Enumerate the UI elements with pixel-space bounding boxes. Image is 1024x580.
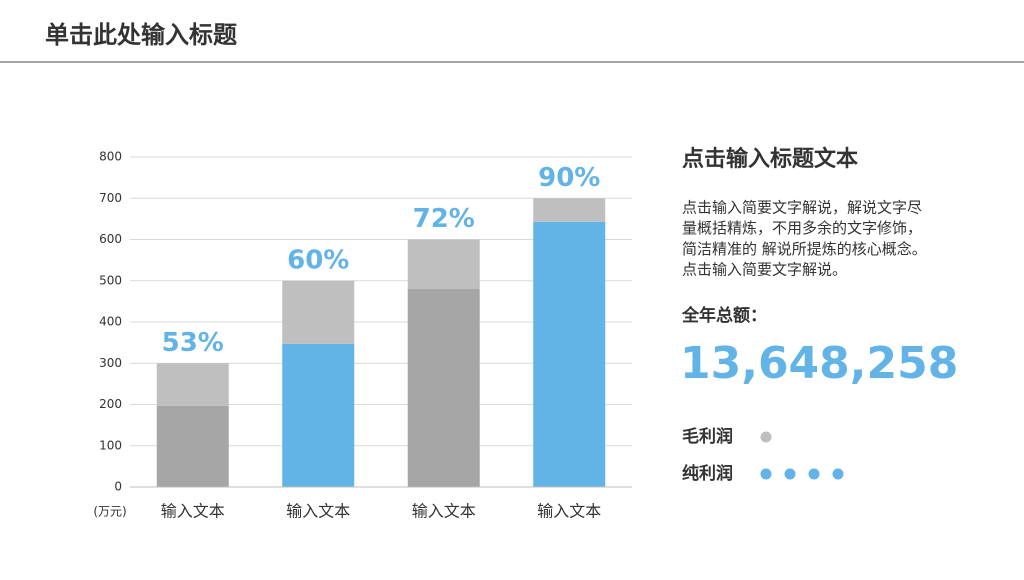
panel-body-line: 量概括精炼，不用多余的文字修饰， xyxy=(682,219,922,237)
bar-annotation: 60% xyxy=(287,245,349,275)
y-tick-label: 700 xyxy=(99,191,122,205)
x-tick-label: 输入文本 xyxy=(286,502,350,521)
panel-body-line: 简洁精准的 解说所提炼的核心概念。 xyxy=(682,240,927,258)
legend-dot xyxy=(808,468,820,480)
bar-segment xyxy=(156,405,229,487)
bar-annotation: 53% xyxy=(162,328,224,358)
legend-label: 毛利润 xyxy=(682,426,733,447)
total-label: 全年总额： xyxy=(681,305,767,326)
y-tick-label: 200 xyxy=(99,397,122,411)
y-tick-label: 600 xyxy=(99,232,122,246)
legend-dot xyxy=(760,431,772,443)
x-tick-label: 输入文本 xyxy=(537,502,601,521)
bar-segment xyxy=(533,198,606,222)
y-tick-label: 100 xyxy=(99,438,122,452)
y-tick-label: 300 xyxy=(99,356,122,370)
slide-title: 单击此处输入标题 xyxy=(45,21,237,49)
bar-segment xyxy=(533,221,606,487)
legend-dot xyxy=(832,468,844,480)
bar-segment xyxy=(407,289,480,487)
y-tick-label: 500 xyxy=(99,273,122,287)
y-tick-label: 800 xyxy=(99,150,122,164)
panel-heading: 点击输入标题文本 xyxy=(682,146,858,172)
bar-segment xyxy=(156,363,229,406)
x-tick-label: 输入文本 xyxy=(161,502,225,521)
y-tick-label: 400 xyxy=(99,315,122,329)
bar-annotation: 90% xyxy=(538,163,600,193)
panel-body-line: 点击输入简要文字解说，解说文字尽 xyxy=(682,199,922,217)
y-tick-label: 0 xyxy=(114,480,122,494)
y-unit: (万元) xyxy=(93,505,126,519)
legend-dot xyxy=(760,468,772,480)
total-value: 13,648,258 xyxy=(680,338,958,389)
bar-annotation: 72% xyxy=(413,204,475,234)
bar-segment xyxy=(282,343,355,487)
panel-body-line: 点击输入简要文字解说。 xyxy=(682,261,847,279)
x-tick-label: 输入文本 xyxy=(412,502,476,521)
bar-segment xyxy=(407,239,480,289)
legend-label: 纯利润 xyxy=(682,463,733,484)
legend-dot xyxy=(784,468,796,480)
bar-segment xyxy=(282,280,355,344)
